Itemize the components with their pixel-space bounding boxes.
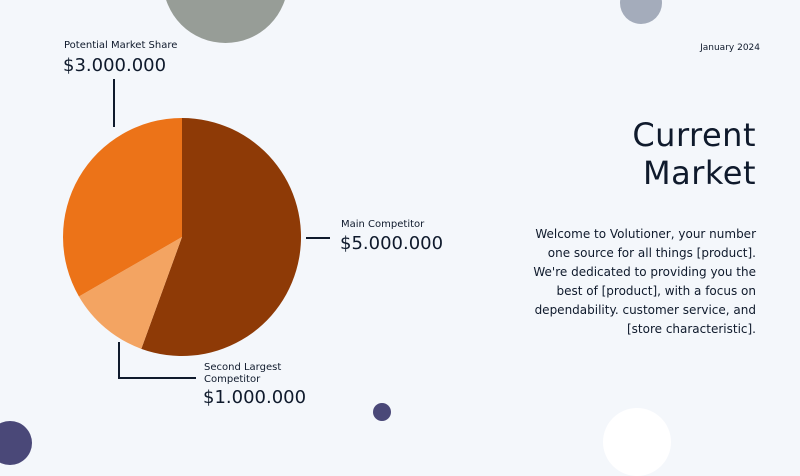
second-competitor-label-line2: Competitor: [204, 374, 261, 385]
potential-market-share-value: $3.000.000: [63, 55, 167, 76]
main-competitor-value: $5.000.000: [340, 233, 444, 254]
pie-slice-second-competitor: [78, 237, 182, 349]
date-label: January 2024: [700, 43, 760, 53]
slide-title-line2: Market: [643, 154, 756, 192]
slide-title: Current Market: [632, 116, 756, 192]
second-competitor-label-line1: Second Largest: [204, 362, 282, 373]
decorative-circle-navy: [373, 403, 391, 421]
pie-slice-potential-market-share: [62, 117, 182, 297]
pie-slice-main-competitor: [141, 118, 302, 356]
slide-title-line1: Current: [632, 116, 756, 154]
second-competitor-value: $1.000.000: [203, 387, 307, 408]
slide-body-text: Welcome to Volutioner, your number one s…: [533, 227, 756, 336]
potential-market-share-label: Potential Market Share: [64, 40, 178, 51]
pie-chart: [62, 79, 330, 379]
main-competitor-label: Main Competitor: [341, 219, 425, 230]
leader-line-second: [118, 342, 196, 379]
